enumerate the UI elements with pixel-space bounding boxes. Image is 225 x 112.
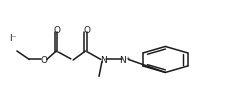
Text: I⁻: I⁻ bbox=[9, 34, 16, 43]
Text: N⁺: N⁺ bbox=[119, 55, 131, 64]
Text: O: O bbox=[40, 55, 47, 64]
Text: O: O bbox=[83, 26, 90, 35]
Text: O: O bbox=[54, 26, 61, 35]
Text: N: N bbox=[100, 55, 107, 64]
